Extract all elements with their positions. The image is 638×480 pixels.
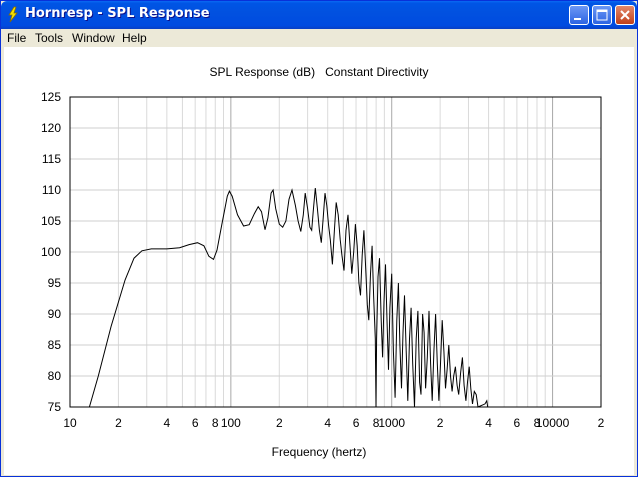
close-icon <box>620 10 630 20</box>
x-axis-label: Frequency (hertz) <box>272 445 367 459</box>
app-icon <box>8 6 18 23</box>
x-tick-label: 2 <box>115 416 122 430</box>
x-tick-label: 10000 <box>536 416 570 430</box>
x-tick-label: 6 <box>514 416 521 430</box>
y-tick-label: 80 <box>48 369 62 383</box>
plot-frame <box>69 96 602 408</box>
minimize-icon <box>574 18 581 20</box>
chart-area: SPL Response (dB) Constant Directivity 7… <box>4 47 634 475</box>
minimize-button[interactable] <box>569 5 589 25</box>
x-tick-label: 10 <box>63 416 77 430</box>
y-tick-labels: 75 80 85 90 95 100 105 110 115 120 125 <box>41 90 61 414</box>
menu-window[interactable]: Window <box>72 31 115 45</box>
maximize-button[interactable] <box>592 5 612 25</box>
y-tick-label: 75 <box>48 400 62 414</box>
y-tick-label: 85 <box>48 338 62 352</box>
spl-response-line <box>88 188 489 408</box>
y-tick-label: 120 <box>41 121 61 135</box>
grid <box>70 97 601 407</box>
title-bar[interactable]: Hornresp - SPL Response <box>1 1 637 29</box>
y-tick-label: 125 <box>41 90 61 104</box>
chart-title: SPL Response (dB) Constant Directivity <box>210 65 429 79</box>
menu-help[interactable]: Help <box>122 31 147 45</box>
x-tick-label: 2 <box>437 416 444 430</box>
x-tick-label: 1000 <box>378 416 405 430</box>
menu-bar: File Tools Window Help <box>1 29 637 47</box>
y-tick-label: 105 <box>41 214 61 228</box>
y-tick-label: 115 <box>42 152 61 166</box>
x-tick-label: 100 <box>221 416 241 430</box>
y-tick-label: 95 <box>48 276 62 290</box>
close-button[interactable] <box>615 5 635 25</box>
spl-response-chart: SPL Response (dB) Constant Directivity 7… <box>41 65 605 459</box>
window-title: Hornresp - SPL Response <box>25 6 210 21</box>
x-tick-label: 4 <box>324 416 331 430</box>
x-tick-label: 8 <box>373 416 380 430</box>
x-tick-label: 2 <box>598 416 605 430</box>
x-tick-label: 4 <box>485 416 492 430</box>
y-tick-label: 90 <box>48 307 62 321</box>
x-tick-label: 8 <box>212 416 219 430</box>
y-tick-label: 100 <box>41 245 61 259</box>
x-tick-label: 8 <box>534 416 541 430</box>
y-tick-label: 110 <box>42 183 61 197</box>
x-tick-label: 6 <box>353 416 360 430</box>
menu-file[interactable]: File <box>7 31 27 45</box>
x-tick-label: 2 <box>276 416 283 430</box>
x-tick-label: 6 <box>192 416 199 430</box>
maximize-icon <box>596 9 608 21</box>
x-tick-label: 4 <box>164 416 171 430</box>
menu-tools[interactable]: Tools <box>35 31 64 45</box>
